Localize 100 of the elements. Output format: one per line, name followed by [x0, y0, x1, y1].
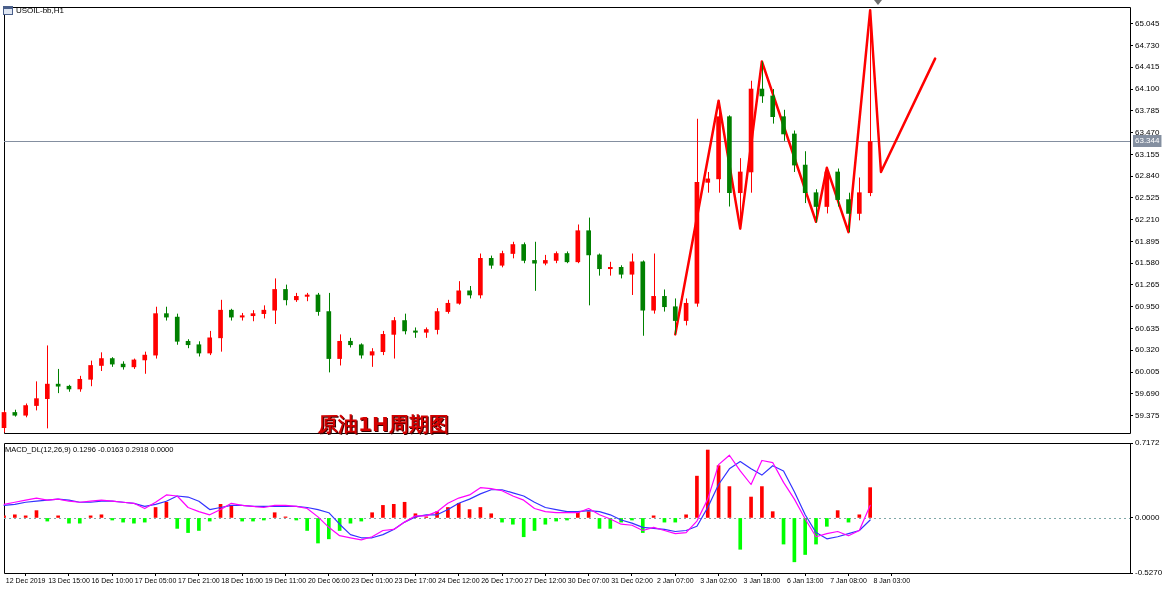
- candlestick: [662, 288, 667, 313]
- bar: [110, 518, 115, 521]
- bar: [186, 518, 190, 533]
- y-tick-label: 63.155: [1135, 149, 1161, 159]
- candlestick: [857, 177, 862, 221]
- candlestick: [846, 192, 851, 233]
- y-tick-label: 59.375: [1135, 410, 1161, 420]
- bar: [77, 518, 82, 524]
- bar: [565, 518, 569, 521]
- y-tick-label: 64.100: [1135, 84, 1161, 94]
- bar: [326, 518, 331, 540]
- bar: [45, 518, 50, 522]
- candlestick: [272, 277, 277, 325]
- ref-line-label: 63.344: [1135, 136, 1161, 146]
- candlestick: [770, 88, 776, 125]
- candlestick: [521, 241, 527, 264]
- y-tick-label: -0.5270: [1135, 568, 1163, 578]
- bar: [207, 518, 212, 522]
- candlestick: [142, 351, 148, 375]
- bar: [391, 504, 396, 518]
- bar: [251, 518, 255, 522]
- bar: [381, 505, 385, 518]
- bar: [857, 514, 862, 518]
- bar: [13, 514, 17, 518]
- chart-title: USOIL-bb,H1: [16, 6, 65, 16]
- y-tick-label: 65.045: [1135, 18, 1161, 28]
- bar: [67, 518, 71, 524]
- bar: [56, 515, 60, 518]
- candlestick: [402, 313, 407, 335]
- y-tick-label: 63.785: [1135, 106, 1161, 116]
- bar: [705, 449, 710, 518]
- bar: [684, 514, 688, 518]
- y-tick-label: 59.690: [1135, 389, 1161, 399]
- bar: [521, 518, 526, 538]
- candlestick: [651, 253, 656, 315]
- candlestick: [283, 284, 288, 306]
- bar: [500, 518, 504, 523]
- bar: [197, 518, 201, 531]
- bar: [695, 475, 699, 518]
- bar: [240, 518, 245, 522]
- bar: [262, 518, 266, 521]
- bar: [272, 512, 277, 518]
- y-tick-label: 64.415: [1135, 62, 1161, 72]
- candlestick: [813, 188, 819, 223]
- bar: [770, 511, 775, 518]
- candlestick: [88, 360, 93, 387]
- y-tick-label: 60.635: [1135, 323, 1161, 333]
- y-tick-label: 60.005: [1135, 367, 1161, 377]
- candlestick: [55, 368, 61, 394]
- bar: [738, 518, 743, 550]
- bar: [370, 512, 374, 518]
- candlestick: [44, 344, 50, 429]
- y-tick-label: 64.730: [1135, 40, 1161, 50]
- bar: [121, 518, 125, 523]
- y-tick-label: 61.895: [1135, 236, 1161, 246]
- candlestick: [337, 333, 342, 366]
- bar: [142, 518, 147, 523]
- candlestick: [532, 241, 537, 292]
- bar: [673, 518, 678, 523]
- bar: [132, 518, 136, 524]
- bar: [868, 487, 872, 518]
- candlestick: [456, 280, 462, 306]
- candlestick: [413, 326, 418, 339]
- y-tick-label: 60.320: [1135, 345, 1161, 355]
- bar: [835, 510, 840, 518]
- annotation: 原油1H周期图: [318, 412, 449, 436]
- bar: [554, 518, 558, 522]
- bar: [359, 518, 364, 522]
- y-tick-label: 62.840: [1135, 171, 1161, 181]
- candlestick: [781, 109, 786, 142]
- candlestick: [672, 297, 678, 335]
- candlestick: [737, 157, 743, 230]
- candlestick: [629, 253, 635, 296]
- y-tick-label: 61.265: [1135, 280, 1161, 290]
- y-tick-label: 0.7172: [1135, 438, 1161, 448]
- candlestick: [34, 380, 39, 411]
- y-tick-label: 62.525: [1135, 193, 1161, 203]
- y-tick-label: 62.210: [1135, 214, 1161, 224]
- y-tick-label: 63.470: [1135, 127, 1161, 137]
- candlestick: [597, 253, 602, 277]
- bar: [489, 513, 494, 518]
- bar: [316, 518, 320, 544]
- bar: [749, 496, 753, 518]
- bar: [803, 518, 808, 555]
- y-tick-label: 61.580: [1135, 258, 1161, 268]
- y-tick-label: 0.0000: [1135, 513, 1161, 523]
- candlestick: [391, 316, 397, 360]
- bar: [825, 518, 829, 527]
- bar: [760, 486, 764, 518]
- bar: [99, 514, 104, 518]
- candlestick: [99, 351, 104, 372]
- bar: [456, 502, 461, 518]
- candlestick: [207, 330, 213, 356]
- candlestick: [705, 171, 711, 194]
- bar: [511, 518, 515, 525]
- bar: [294, 518, 299, 521]
- bar: [305, 518, 309, 531]
- y-tick-label: 60.950: [1135, 301, 1161, 311]
- bar: [630, 518, 634, 521]
- bar: [175, 518, 180, 529]
